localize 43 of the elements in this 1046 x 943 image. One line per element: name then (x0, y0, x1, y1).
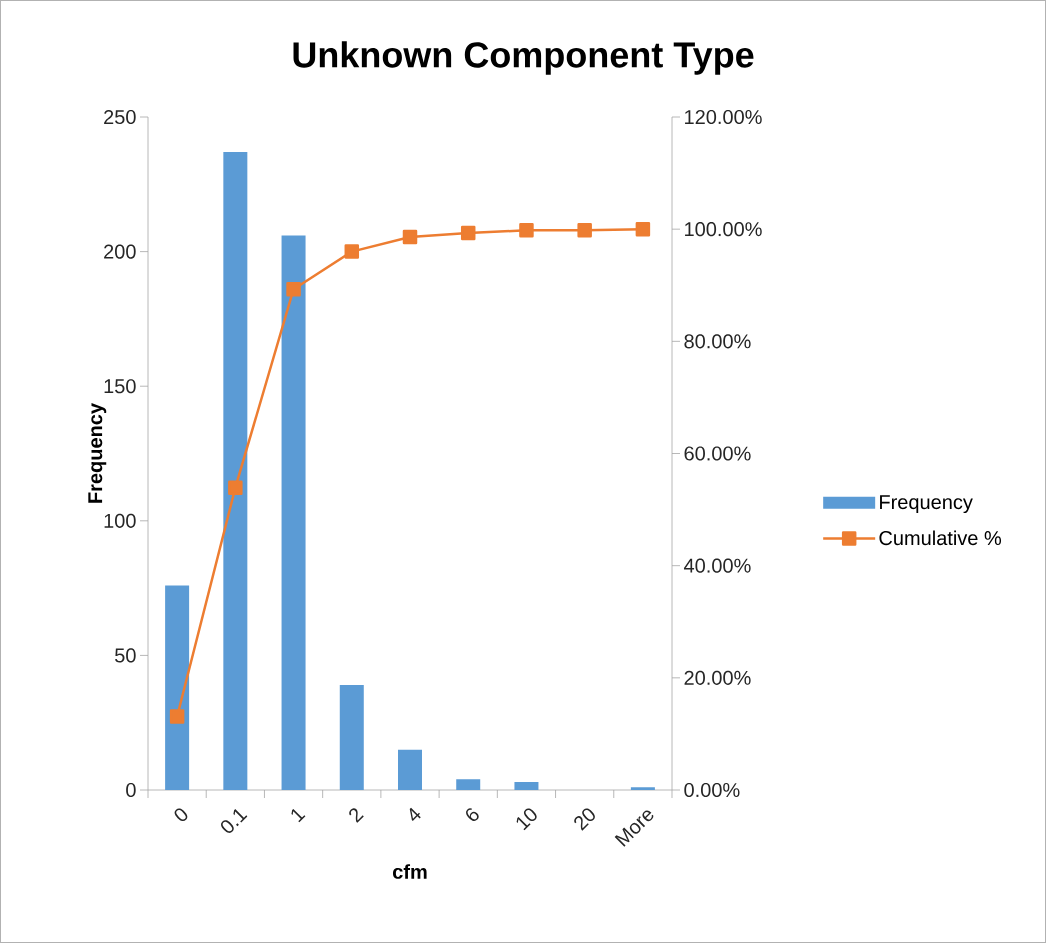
bar (223, 152, 248, 791)
x-tick-label: 0 (174, 808, 188, 822)
bar (398, 749, 422, 791)
y-tick-label: 50 (115, 648, 136, 663)
x-tick-label: 4 (409, 807, 421, 821)
legend-label: Cumulative % (879, 530, 1002, 546)
y2-tick-label: 60.00% (684, 446, 751, 461)
y2-tick-label: 100.00% (685, 222, 762, 237)
y2-tick-label: 40.00% (683, 558, 751, 573)
point (402, 229, 418, 245)
y2-tick-label: 0.00% (684, 782, 740, 798)
point (460, 225, 476, 241)
x-tick-label: 20 (574, 808, 595, 831)
y-axis-title: Frequency (88, 403, 107, 503)
x-tick-label: 2 (349, 808, 364, 823)
y-tick-label: 200 (104, 244, 136, 259)
bar (514, 781, 539, 791)
x-tick-label: 1 (291, 808, 306, 823)
y2-tick-label: 80.00% (684, 334, 751, 349)
x-tick-label: 10 (516, 808, 537, 831)
point (577, 223, 592, 238)
y2-tick-label: 20.00% (684, 670, 751, 685)
bar (630, 787, 655, 791)
point (286, 281, 301, 297)
point (344, 244, 360, 259)
chart-title: Unknown Component Type (293, 41, 754, 75)
x-tick-label: 0.1 (221, 809, 248, 833)
point (635, 221, 651, 237)
x-tick-label: 6 (466, 808, 479, 821)
y-tick-label: 150 (104, 379, 136, 394)
point (228, 480, 243, 495)
bar (339, 685, 364, 791)
y2-tick-label: 120.00% (685, 109, 762, 125)
point (519, 223, 534, 238)
point (169, 709, 185, 724)
y-tick-label: 100 (104, 513, 136, 528)
legend-label: Frequency (880, 495, 973, 514)
x-axis-title: cfm (393, 864, 427, 879)
y-tick-label: 0 (126, 782, 136, 798)
y-tick-label: 250 (104, 109, 136, 125)
bar (165, 585, 190, 791)
bar (281, 235, 306, 791)
bar (456, 779, 481, 791)
